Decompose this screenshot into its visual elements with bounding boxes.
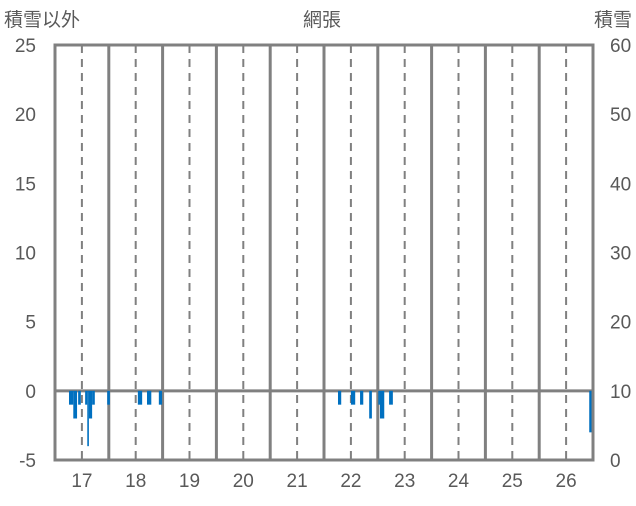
- bar: [158, 390, 163, 405]
- bar: [68, 390, 74, 405]
- grid: [55, 45, 593, 460]
- bars: [68, 390, 592, 447]
- right-axis-label: 積雪: [594, 9, 632, 31]
- bar: [337, 390, 342, 405]
- bar: [378, 390, 380, 405]
- y-left-tick-label: 5: [25, 313, 36, 334]
- y-right-tick-label: 0: [610, 451, 621, 472]
- x-tick-label: 23: [394, 471, 415, 492]
- y-right-tick-label: 50: [610, 105, 631, 126]
- x-tick-label: 20: [233, 471, 254, 492]
- x-tick-label: 18: [125, 471, 146, 492]
- y-right-tick-label: 40: [610, 174, 631, 195]
- bar: [589, 390, 592, 433]
- x-tick-label: 19: [179, 471, 200, 492]
- y-left-tick-label: 15: [15, 174, 36, 195]
- bar: [85, 390, 88, 405]
- bar: [107, 390, 110, 405]
- x-tick-label: 21: [287, 471, 308, 492]
- y-left-tick-label: 0: [25, 382, 36, 403]
- y-right-tick-label: 60: [610, 36, 631, 57]
- bar: [389, 390, 393, 405]
- chart-title: 網張: [303, 9, 341, 31]
- y-left-tick-label: 10: [15, 244, 36, 265]
- x-tick-label: 25: [502, 471, 523, 492]
- x-tick-label: 26: [556, 471, 577, 492]
- bar: [137, 390, 143, 405]
- y-left-tick-label: 20: [15, 105, 36, 126]
- bar: [92, 390, 95, 405]
- left-axis-label: 積雪以外: [4, 9, 80, 31]
- bar: [350, 390, 356, 405]
- tick-labels: 17 18 19 20 21 22 23 24 25 262520151050-560504030…: [15, 36, 631, 492]
- y-right-tick-label: 20: [610, 313, 631, 334]
- bar: [73, 390, 78, 419]
- y-right-tick-label: 30: [610, 244, 631, 265]
- bar: [88, 390, 93, 419]
- bar: [146, 390, 152, 405]
- y-left-tick-label: -5: [19, 451, 36, 472]
- x-tick-label: 17: [71, 471, 92, 492]
- bar: [78, 390, 81, 405]
- bar: [360, 390, 364, 405]
- bar: [369, 390, 372, 419]
- x-tick-label: 22: [340, 471, 361, 492]
- x-tick-label: 24: [448, 471, 470, 492]
- bar: [379, 390, 385, 419]
- bar: [87, 390, 89, 447]
- y-right-tick-label: 10: [610, 382, 631, 403]
- plot-frame: [53, 43, 595, 462]
- y-left-tick-label: 25: [15, 36, 36, 57]
